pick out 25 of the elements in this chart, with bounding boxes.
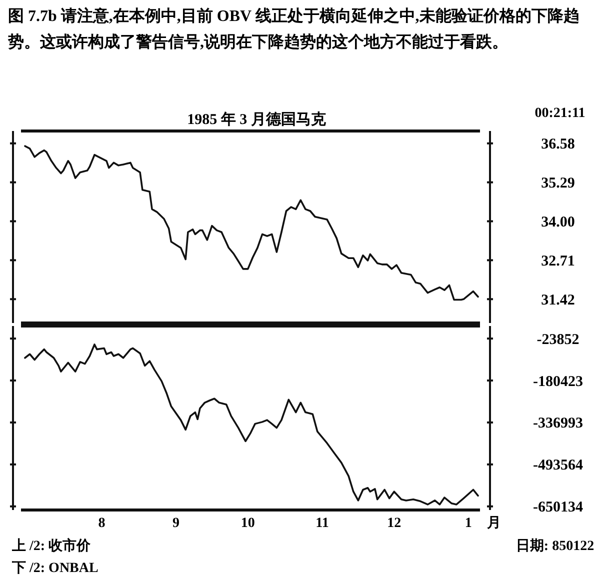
x-axis-title: 月 — [486, 516, 501, 531]
y-tick-label: 31.42 — [541, 292, 575, 308]
y-tick-label: -23852 — [536, 332, 580, 348]
line-series — [24, 344, 479, 506]
y-tick-label: 32.71 — [541, 253, 575, 270]
x-tick-label: 10 — [240, 516, 255, 531]
y-tick-label: -493564 — [533, 458, 584, 474]
line-series — [24, 145, 479, 301]
x-tick-label: 8 — [98, 516, 106, 531]
x-tick-label: 9 — [172, 516, 180, 531]
y-tick-label: -650134 — [533, 500, 584, 516]
y-tick-label: 35.29 — [541, 176, 575, 192]
chart-subtitle: 1985 年 3 月德国马克 — [187, 111, 327, 128]
y-tick-label: 36.58 — [541, 136, 575, 153]
text: 上 /2: 收市价 — [11, 537, 92, 554]
text: 00:21:11 — [534, 106, 586, 121]
text: 日期: 850122 — [516, 538, 594, 554]
x-tick-label: 1 — [464, 516, 472, 531]
x-tick-label: 12 — [387, 516, 402, 531]
x-tick-label: 11 — [316, 516, 329, 531]
y-tick-label: -336993 — [533, 416, 583, 432]
y-tick-label: -180423 — [533, 374, 583, 390]
y-tick-label: 34.00 — [541, 214, 575, 231]
chart-title: 图 7.7b 请注意,在本例中,目前 OBV 线正处于横向延伸之中,未能验证价格的下降趋势。这或许构成了警告信号,说明在下降趋势的这个地方不能过于看跌。 — [8, 6, 580, 53]
text: 下 /2: ONBAL — [11, 561, 98, 575]
